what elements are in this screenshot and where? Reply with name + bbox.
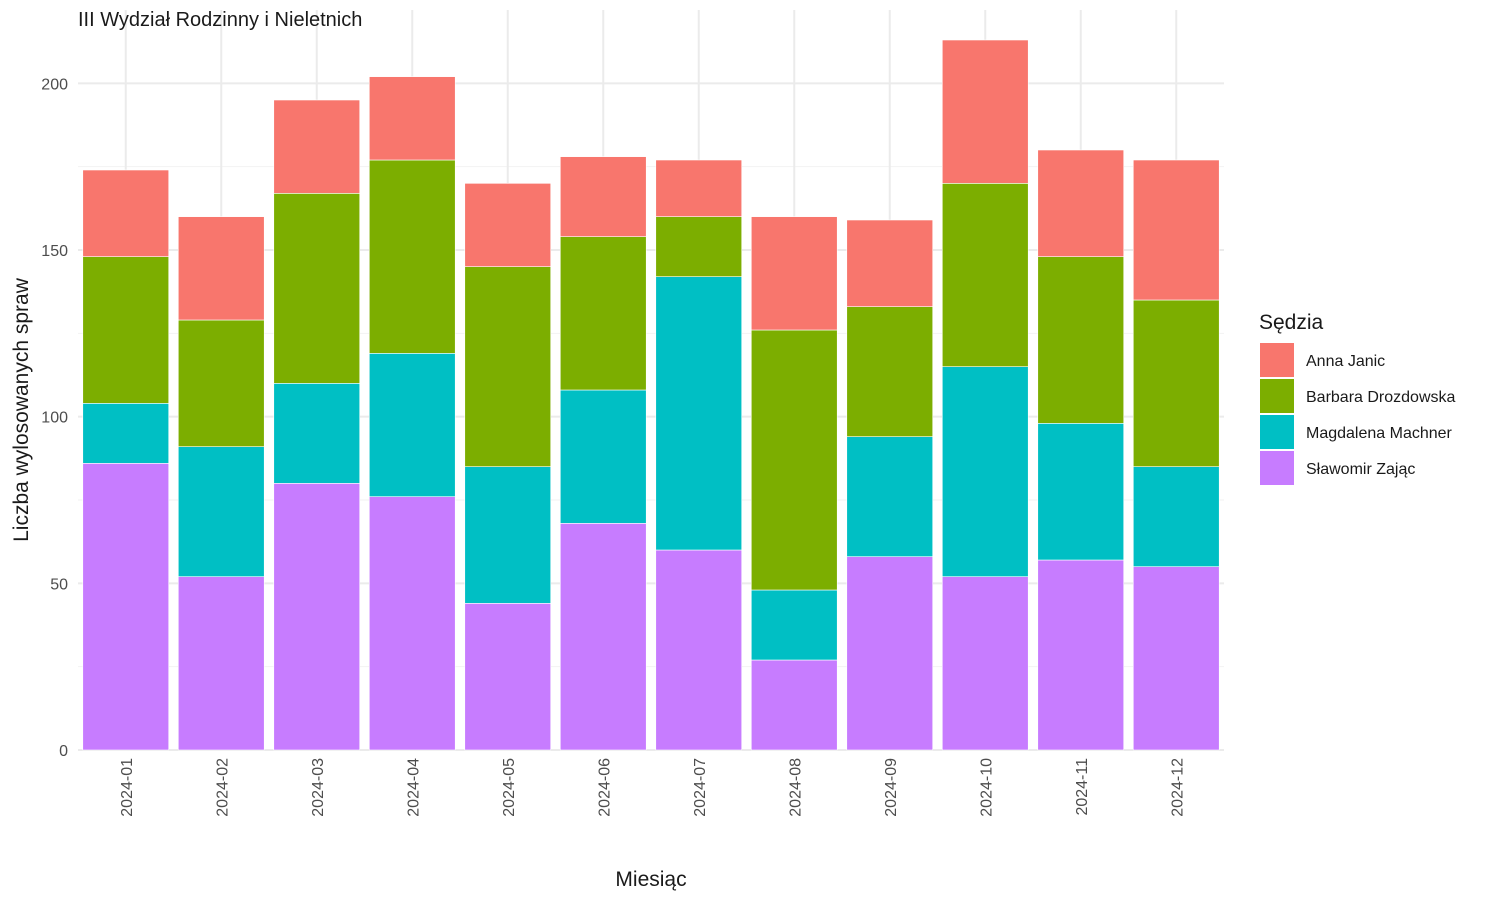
x-tick-label: 2024-05 (501, 758, 518, 817)
legend-label: Anna Janic (1306, 353, 1385, 370)
x-tick-label: 2024-03 (310, 758, 327, 817)
x-tick-label: 2024-06 (596, 758, 613, 817)
bar-segment (273, 383, 361, 484)
bar-segment (1037, 423, 1125, 561)
bar-segment (177, 576, 265, 751)
bar-segment (464, 603, 552, 751)
legend-key (1260, 451, 1294, 485)
x-tick-label: 2024-07 (692, 758, 709, 817)
legend-key (1260, 415, 1294, 449)
y-tick-label: 0 (59, 743, 68, 760)
bar-segment (368, 353, 456, 497)
bar-segment (82, 256, 170, 404)
bar-segment (368, 159, 456, 354)
bar-segment (655, 216, 743, 277)
bar-segment (559, 156, 647, 237)
bar-segment (750, 589, 838, 661)
bar-segment (177, 319, 265, 447)
bar-segment (177, 216, 265, 321)
x-tick-label: 2024-12 (1169, 758, 1186, 817)
bar-segment (1132, 566, 1220, 751)
bar-segment (368, 496, 456, 751)
x-tick-label: 2024-10 (978, 758, 995, 817)
y-axis-ticks: 0 50 100 150 200 (41, 76, 68, 760)
bar-segment (941, 39, 1029, 184)
y-tick-label: 50 (50, 576, 68, 593)
legend-key (1260, 379, 1294, 413)
chart-title: III Wydział Rodzinny i Nieletnich (78, 9, 362, 31)
x-axis-title: Miesiąc (615, 868, 686, 891)
bar-segment (846, 306, 934, 437)
legend-label: Sławomir Zając (1306, 461, 1415, 478)
bar-segment (464, 266, 552, 467)
bar-segment (273, 483, 361, 751)
legend: Sędzia Anna Janic Barbara Drozdowska Magda… (1259, 311, 1456, 485)
bar-segment (368, 76, 456, 161)
bars (82, 39, 1220, 751)
bar-segment (941, 183, 1029, 367)
bar-segment (464, 183, 552, 267)
bar-segment (655, 549, 743, 751)
bar-segment (177, 446, 265, 577)
y-tick-label: 150 (41, 243, 68, 260)
bar-segment (941, 366, 1029, 577)
bar-segment (750, 329, 838, 591)
legend-label: Magdalena Machner (1306, 425, 1453, 442)
bar-segment (655, 159, 743, 217)
x-tick-label: 2024-08 (787, 758, 804, 817)
bar-segment (559, 236, 647, 391)
bar-segment (82, 403, 170, 464)
y-axis-title: Liczba wylosowanych spraw (10, 277, 33, 542)
bar-segment (655, 276, 743, 551)
bar-segment (559, 389, 647, 524)
bar-segment (464, 466, 552, 604)
x-tick-label: 2024-11 (1074, 758, 1091, 816)
bar-segment (1037, 256, 1125, 424)
bar-segment (1037, 149, 1125, 257)
bar-segment (1132, 159, 1220, 301)
bar-segment (846, 219, 934, 307)
bar-segment (1037, 559, 1125, 751)
bar-segment (846, 436, 934, 557)
x-tick-label: 2024-01 (119, 758, 136, 817)
legend-title: Sędzia (1259, 311, 1324, 334)
bar-segment (1132, 466, 1220, 567)
bar-segment (846, 556, 934, 751)
bar-segment (82, 463, 170, 751)
bar-segment (559, 523, 647, 751)
x-tick-label: 2024-02 (214, 758, 231, 817)
legend-key (1260, 343, 1294, 377)
x-tick-label: 2024-04 (405, 758, 422, 817)
x-tick-label: 2024-09 (883, 758, 900, 817)
bar-segment (82, 169, 170, 257)
bar-segment (941, 576, 1029, 751)
y-tick-label: 100 (41, 410, 68, 427)
bar-segment (750, 659, 838, 751)
bar-segment (273, 193, 361, 384)
x-axis-ticks: 2024-01 2024-02 2024-03 2024-04 2024-05 2024-… (119, 758, 1187, 817)
bar-segment (750, 216, 838, 331)
y-tick-label: 200 (41, 76, 68, 93)
bar-segment (273, 99, 361, 194)
bar-segment (1132, 299, 1220, 467)
legend-label: Barbara Drozdowska (1306, 389, 1456, 406)
